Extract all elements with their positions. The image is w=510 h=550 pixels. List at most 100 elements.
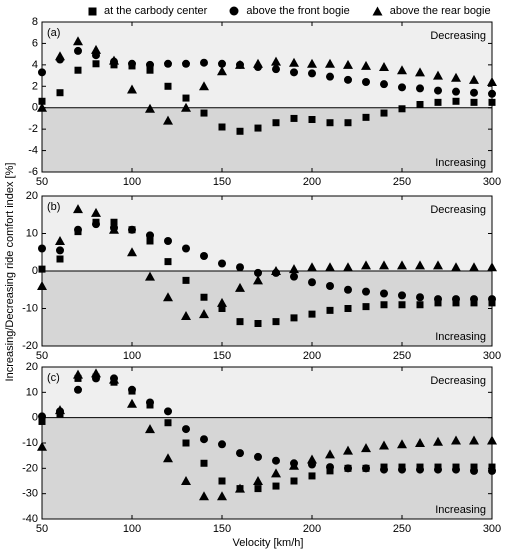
data-point-circle [470, 295, 478, 304]
data-point-circle [362, 78, 370, 86]
data-point-triangle [73, 36, 83, 46]
y-tick-label: 4 [32, 59, 38, 71]
y-tick-label: -20 [22, 462, 38, 474]
data-point-triangle [325, 262, 335, 272]
data-point-circle [380, 80, 388, 89]
data-point-triangle [289, 460, 299, 470]
decreasing-label: Decreasing [430, 375, 486, 387]
data-point-triangle [127, 398, 137, 408]
data-point-triangle [271, 468, 281, 478]
data-point-triangle [109, 55, 119, 65]
data-point-triangle [145, 424, 155, 434]
data-point-triangle [415, 67, 425, 77]
data-point-triangle [361, 443, 371, 453]
data-point-triangle [415, 438, 425, 447]
data-point-circle [236, 263, 244, 272]
panel-0 [37, 21, 497, 173]
data-point-circle [434, 86, 442, 95]
data-point-circle [146, 60, 154, 69]
data-point-circle [272, 456, 280, 465]
data-point-square [362, 303, 370, 311]
increasing-region [42, 417, 492, 519]
data-point-circle [236, 449, 244, 458]
data-point-triangle [487, 262, 497, 272]
data-point-triangle [163, 292, 173, 302]
data-point-triangle [91, 207, 101, 217]
x-tick-label: 50 [36, 523, 48, 535]
data-point-square [92, 60, 100, 68]
data-point-triangle [325, 58, 335, 68]
data-point-circle [128, 385, 136, 394]
data-point-triangle [307, 262, 317, 272]
y-tick-label: -20 [22, 340, 38, 352]
data-point-triangle [325, 449, 335, 459]
data-point-circle [38, 68, 46, 77]
data-point-square [200, 459, 208, 467]
data-point-circle [218, 59, 226, 68]
y-tick-label: -4 [28, 145, 38, 157]
x-tick-label: 150 [213, 523, 231, 535]
data-point-triangle [235, 282, 245, 292]
data-point-triangle [217, 66, 227, 76]
data-point-square [362, 113, 370, 121]
x-tick-label: 200 [303, 176, 321, 188]
data-point-square [380, 109, 388, 117]
y-tick-label: 0 [32, 102, 38, 114]
data-point-circle [182, 425, 190, 434]
data-point-square [110, 218, 118, 226]
data-point-square [218, 477, 226, 485]
data-point-circle [254, 452, 262, 461]
y-tick-label: -10 [22, 303, 38, 315]
data-point-circle [182, 59, 190, 68]
legend-label-rear-bogie: above the rear bogie [389, 5, 491, 17]
circle-marker-icon [229, 6, 239, 16]
data-point-square [290, 114, 298, 122]
data-point-circle [470, 466, 478, 475]
data-point-circle [344, 464, 352, 473]
y-tick-label: -6 [28, 166, 38, 178]
data-point-circle [92, 220, 100, 229]
data-point-square [74, 66, 82, 74]
data-point-square [182, 439, 190, 447]
data-point-triangle [271, 266, 281, 275]
data-point-triangle [73, 204, 83, 214]
decreasing-region [42, 22, 492, 108]
data-point-circle [164, 59, 172, 68]
data-point-square [38, 97, 46, 105]
x-tick-label: 250 [393, 350, 411, 362]
data-point-circle [452, 295, 460, 304]
data-point-triangle [469, 262, 479, 272]
data-point-triangle [91, 368, 101, 378]
data-point-square [344, 119, 352, 127]
data-point-square [182, 94, 190, 102]
panel-2 [37, 366, 497, 520]
legend-item-front-bogie: above the front bogie [229, 5, 350, 17]
data-point-triangle [253, 275, 263, 285]
data-point-circle [398, 465, 406, 474]
y-tick-label: 0 [32, 412, 38, 424]
data-point-square [236, 127, 244, 135]
data-point-circle [488, 295, 496, 304]
data-point-circle [164, 407, 172, 416]
data-point-circle [326, 72, 334, 81]
data-point-square [452, 97, 460, 105]
data-point-triangle [361, 260, 371, 270]
data-point-circle [344, 285, 352, 294]
data-point-square [272, 482, 280, 490]
data-point-triangle [181, 311, 191, 320]
data-point-square [290, 477, 298, 485]
data-point-triangle [91, 44, 101, 54]
data-point-square [326, 306, 334, 314]
data-point-square [254, 320, 262, 327]
data-point-circle [398, 291, 406, 300]
y-tick-label: 6 [32, 37, 38, 49]
data-point-square [326, 119, 334, 127]
data-point-square [344, 305, 352, 312]
data-point-triangle [199, 309, 209, 319]
data-point-circle [200, 252, 208, 260]
data-point-triangle [199, 81, 209, 91]
data-point-circle [74, 225, 82, 234]
data-point-circle [326, 282, 334, 290]
data-point-triangle [181, 102, 191, 112]
data-point-triangle [433, 436, 443, 446]
